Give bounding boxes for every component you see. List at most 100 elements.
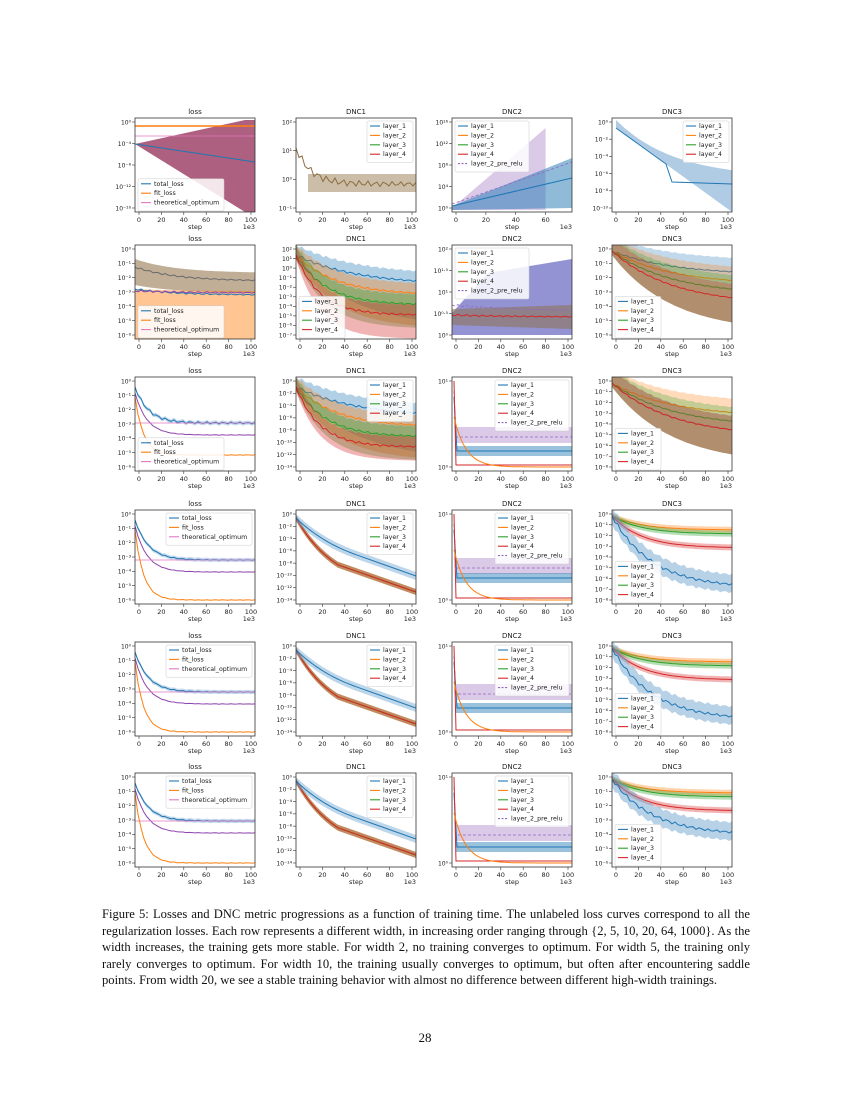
panel-plot-area: [612, 510, 732, 594]
x-tick-label: 20: [318, 740, 326, 748]
y-tick-label: 10⁰: [598, 643, 609, 650]
y-tick-label: 10⁻⁶: [595, 332, 609, 339]
x-axis-label: step: [665, 615, 679, 623]
legend-label: layer_3: [511, 666, 534, 673]
panel-row5-dnc1: DNC1 10⁰ 10⁻² 10⁻⁴ 10⁻⁶ 10⁻⁸ 10⁻¹⁰ 10⁻¹² 10⁻¹⁴ 0 2…: [276, 632, 418, 755]
x-axis-scale: 1e3: [404, 615, 416, 623]
x-tick-label: 100: [562, 475, 574, 483]
dnc1-line: [296, 147, 416, 188]
y-tick-label: 10⁻⁴: [279, 799, 293, 806]
dnc1-band-layer-4: [296, 647, 416, 727]
panel-title: DNC1: [346, 632, 366, 640]
dnc3-band-layer-1: [612, 510, 732, 594]
panel-plot-area: [135, 650, 255, 733]
x-axis-label: step: [349, 878, 363, 886]
legend-label: layer_2: [511, 787, 534, 794]
x-tick-label: 0: [614, 608, 618, 616]
y-tick-label: 10⁻⁸: [279, 692, 293, 699]
dnc1-line-layer-2: [296, 386, 416, 427]
panel-plot-area: [135, 120, 255, 212]
y-tick-label: 10⁻⁵: [595, 697, 609, 704]
panel-title: DNC3: [662, 632, 682, 640]
legend-label: theoretical_optimum: [154, 459, 219, 466]
legend: layer_1 layer_2 layer_3 layer_4 layer_2_pre_…: [494, 379, 570, 432]
legend-label: layer_4: [383, 806, 406, 813]
panel-title: loss: [188, 367, 202, 375]
x-tick-label: 40: [657, 608, 665, 616]
dnc3-line-layer-1: [612, 515, 732, 586]
dnc1-band-layer-1: [296, 514, 416, 580]
legend-label: layer_2: [699, 132, 722, 139]
legend: layer_1 layer_2 layer_3 layer_4: [366, 775, 414, 818]
x-axis-scale: 1e3: [560, 223, 572, 231]
dnc3-line-layer-1: [612, 250, 732, 273]
y-tick-label: 10⁻⁶: [279, 811, 293, 818]
legend-label: total_loss: [154, 440, 184, 447]
legend-label: layer_3: [383, 797, 406, 804]
legend-label: layer_2: [631, 836, 654, 843]
x-axis-label: step: [505, 350, 519, 358]
x-tick-label: 60: [679, 608, 687, 616]
y-tick-label: 10⁻⁵: [279, 313, 293, 320]
x-axis-label: step: [349, 482, 363, 490]
y-tick-label: 10⁻⁵: [595, 432, 609, 439]
y-tick-label: 10⁻³: [118, 289, 132, 296]
y-tick-label: 10⁻¹⁰: [276, 573, 292, 580]
y-tick-label: 10⁻²: [595, 533, 609, 540]
legend-label: layer_4: [315, 327, 338, 334]
x-axis-label: step: [188, 482, 202, 490]
y-tick-label: 10⁻³: [118, 686, 132, 693]
legend-label: theoretical_optimum: [154, 200, 219, 207]
legend: layer_1 layer_2 layer_3 layer_4: [614, 296, 662, 339]
legend-label: total_loss: [182, 778, 212, 785]
x-axis-label: step: [665, 350, 679, 358]
y-tick-label: 10⁻¹: [118, 393, 132, 400]
y-tick-label: 10¹: [282, 256, 293, 263]
dnc2-line-pre-relu: [452, 304, 572, 312]
legend-label: layer_4: [511, 806, 534, 813]
x-tick-label: 100: [562, 871, 574, 879]
y-tick-label: 10⁻²: [595, 803, 609, 810]
y-tick-label: 10⁻²: [279, 656, 293, 663]
legend-label: layer_3: [511, 401, 534, 408]
x-axis-scale: 1e3: [404, 878, 416, 886]
regularization-loss-line: [135, 392, 255, 436]
x-tick-label: 40: [180, 343, 188, 351]
y-tick-label: 10⁻¹⁶: [115, 205, 131, 212]
panel-title: DNC2: [502, 235, 522, 243]
x-tick-label: 80: [701, 216, 709, 224]
x-axis-scale: 1e3: [243, 878, 255, 886]
x-tick-label: 80: [541, 608, 549, 616]
legend-label: layer_1: [383, 515, 406, 522]
legend-box: [614, 428, 662, 471]
panel-title: DNC1: [346, 235, 366, 243]
panel-plot-area: [296, 377, 416, 461]
y-tick-label: 10⁰: [282, 177, 293, 184]
legend-box: [366, 512, 414, 555]
y-tick-label: 10⁻⁷: [279, 332, 293, 339]
panel-title: loss: [188, 500, 202, 508]
x-tick-label: 60: [679, 740, 687, 748]
x-tick-label: 20: [634, 475, 642, 483]
y-tick-label: 10⁻²: [118, 803, 132, 810]
legend-label: layer_2: [383, 787, 406, 794]
y-tick-label: 10⁰: [121, 643, 132, 650]
legend: total_loss fit_loss theoretical_optimum: [137, 437, 225, 471]
y-tick-label: 10⁻⁴: [279, 668, 293, 675]
x-tick-label: 40: [180, 608, 188, 616]
regularization-loss-line: [135, 788, 255, 834]
x-axis-scale: 1e3: [720, 223, 732, 231]
y-tick-label: 10⁰: [282, 378, 293, 385]
legend-label: layer_1: [511, 515, 534, 522]
y-tick-label: 10⁻⁸: [279, 560, 293, 567]
y-tick-label: 10⁻²: [118, 275, 132, 282]
caption-label: Figure 5:: [102, 907, 149, 921]
x-tick-label: 80: [701, 343, 709, 351]
y-tick-label: 10⁻⁴: [595, 154, 609, 161]
dnc1-line-layer-4: [296, 649, 416, 725]
panel-row6-dnc1: DNC1 10⁰ 10⁻² 10⁻⁴ 10⁻⁶ 10⁻⁸ 10⁻¹⁰ 10⁻¹² 10⁻¹⁴ 0 2…: [276, 763, 418, 886]
x-tick-label: 0: [298, 871, 302, 879]
dnc1-line-layer-1: [296, 649, 416, 709]
legend-label: layer_1: [315, 298, 338, 305]
dnc1-line-layer-4: [296, 386, 416, 448]
